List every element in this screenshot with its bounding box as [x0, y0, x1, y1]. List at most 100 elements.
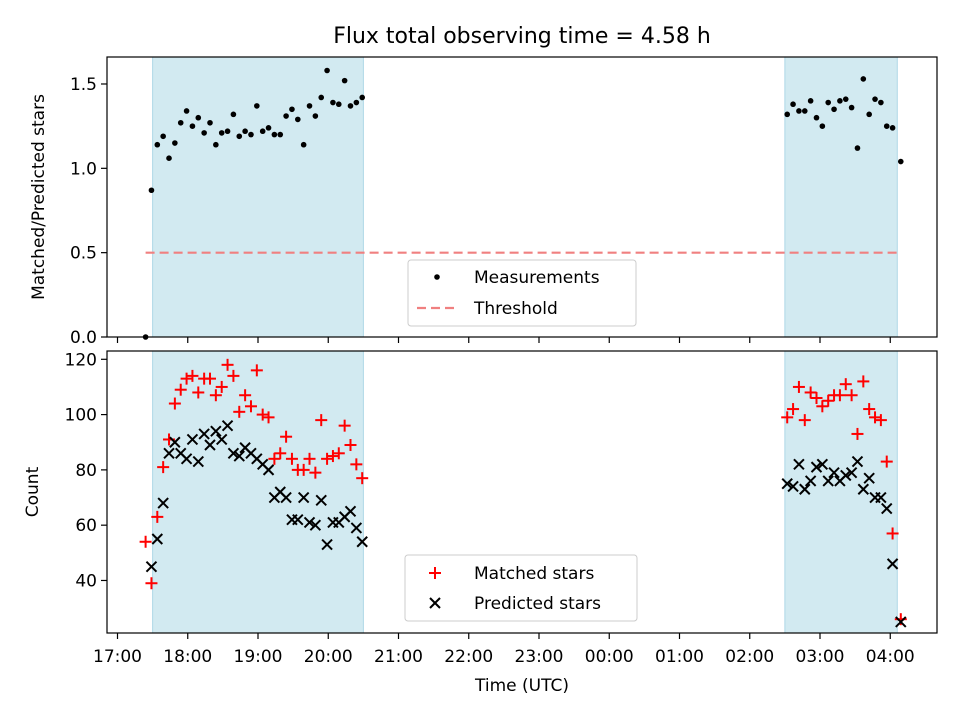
x-tick-label: 03:00	[796, 647, 845, 667]
measurement-point	[230, 111, 237, 118]
predicted-star-point	[863, 472, 875, 484]
predicted-star-point	[204, 439, 216, 451]
matched-star-point	[845, 389, 858, 402]
matched-star-point	[833, 389, 846, 402]
measurement-point	[854, 145, 861, 151]
measurement-point	[330, 99, 336, 106]
matched-star-point	[268, 452, 281, 465]
predicted-star-point	[857, 483, 870, 495]
measurement-point	[306, 103, 313, 109]
matched-star-point	[215, 380, 228, 393]
measurement-point	[790, 101, 796, 108]
x-tick-label: 18:00	[163, 647, 212, 667]
matched-star-point	[303, 452, 316, 465]
predicted-star-point	[186, 433, 199, 446]
x-tick-label: 17:00	[93, 647, 142, 667]
matched-star-point	[227, 369, 240, 382]
matched-star-point	[874, 414, 887, 427]
matched-star-point	[851, 427, 864, 440]
measurement-point	[218, 130, 225, 136]
predicted-star-point	[895, 616, 907, 628]
predicted-star-point	[262, 464, 275, 476]
matched-star-point	[816, 400, 829, 413]
observing-window-shade	[784, 350, 898, 634]
matched-star-point	[250, 364, 263, 377]
predicted-star-point	[215, 433, 228, 446]
predicted-star-point	[799, 483, 811, 495]
measurement-point	[889, 125, 896, 131]
predicted-star-point	[356, 536, 368, 548]
predicted-star-point	[828, 466, 840, 479]
y-tick-label: 0.5	[70, 244, 97, 264]
chart-title: Flux total observing time = 4.58 h	[333, 24, 711, 49]
measurement-point	[154, 141, 161, 148]
measurement-point	[201, 130, 207, 136]
y-tick-label: 80	[75, 461, 97, 481]
matched-star-point	[285, 452, 298, 465]
measurement-point	[224, 128, 231, 135]
measurement-point	[283, 113, 289, 119]
measurement-point	[866, 111, 872, 118]
matched-star-point	[869, 411, 882, 424]
x-tick-label: 01:00	[655, 647, 704, 667]
predicted-star-point	[881, 502, 893, 515]
matched-star-point	[332, 447, 345, 460]
measurement-point	[842, 96, 849, 102]
x-tick-label: 20:00	[304, 647, 353, 667]
measurement-point	[295, 116, 301, 123]
matched-star-point	[839, 378, 852, 391]
predicted-star-point	[233, 450, 245, 462]
matched-star-point	[297, 463, 310, 476]
y-tick-label: 100	[65, 406, 97, 426]
observing-window-shade	[152, 56, 364, 338]
matched-star-point	[239, 389, 252, 402]
x-tick-label: 02:00	[725, 647, 774, 667]
predicted-star-point	[886, 558, 899, 570]
matched-star-point	[233, 405, 246, 418]
matched-star-point	[145, 577, 158, 590]
matched-star-point	[798, 414, 811, 427]
matched-star-point	[822, 394, 835, 407]
matched-star-point	[326, 450, 339, 463]
matched-star-point	[356, 472, 369, 485]
predicted-star-point	[875, 491, 887, 504]
matched-star-point	[280, 430, 293, 443]
bottom-y-axis-label: Count	[23, 466, 43, 517]
legend-predicted-marker	[429, 597, 441, 609]
matched-star-point	[168, 397, 181, 410]
bottom-legend: Matched stars Predicted stars	[404, 554, 638, 622]
matched-star-point	[350, 458, 363, 471]
matched-star-point	[804, 386, 817, 399]
measurement-point	[248, 131, 254, 138]
predicted-star-point	[280, 491, 292, 504]
measurement-point	[872, 96, 878, 102]
measurement-point	[784, 111, 791, 118]
predicted-star-point	[321, 538, 333, 551]
predicted-star-point	[840, 469, 852, 482]
measurement-point	[341, 77, 348, 84]
measurement-point	[848, 104, 855, 111]
x-axis-label: Time (UTC)	[474, 676, 569, 696]
predicted-star-point	[163, 447, 175, 460]
predicted-star-point	[210, 425, 222, 437]
predicted-star-point	[221, 419, 234, 432]
top-panel-frame	[106, 56, 938, 338]
predicted-star-point	[169, 436, 181, 448]
measurement-point	[878, 99, 884, 106]
matched-star-point	[886, 527, 899, 540]
top-panel: 0.0 0.5 1.0 1.5 Matched/Predicted stars Mea…	[29, 56, 938, 348]
y-tick-label: 1.5	[70, 75, 97, 95]
top-y-axis-label: Matched/Predicted stars	[29, 94, 49, 300]
predicted-star-point	[816, 458, 829, 471]
predicted-star-point	[344, 505, 357, 518]
predicted-star-point	[227, 447, 240, 460]
measurement-point	[183, 108, 190, 114]
measurement-point	[277, 131, 284, 138]
measurement-point	[807, 98, 814, 104]
matched-star-point	[880, 455, 893, 468]
measurement-point	[897, 158, 904, 165]
matched-star-point	[781, 411, 794, 424]
matched-star-point	[244, 400, 257, 413]
measurement-point	[318, 94, 325, 101]
matched-star-point	[192, 386, 205, 399]
